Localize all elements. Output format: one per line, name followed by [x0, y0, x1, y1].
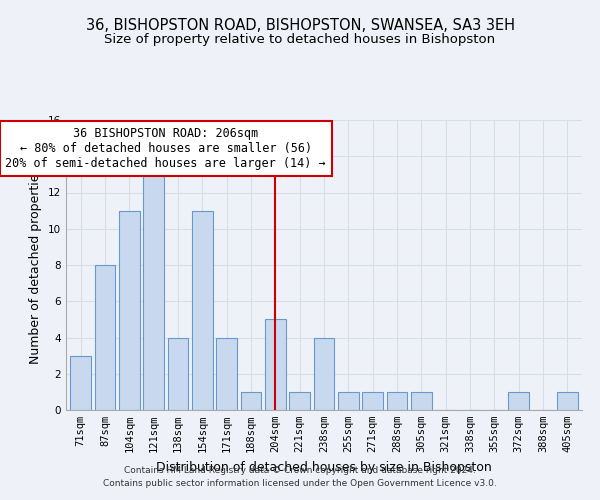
Bar	[411, 392, 432, 410]
Bar	[143, 174, 164, 410]
Bar	[167, 338, 188, 410]
Bar	[338, 392, 359, 410]
Bar	[95, 265, 115, 410]
Bar	[508, 392, 529, 410]
Bar	[241, 392, 262, 410]
Text: Size of property relative to detached houses in Bishopston: Size of property relative to detached ho…	[104, 34, 496, 46]
Bar	[289, 392, 310, 410]
Bar	[119, 210, 140, 410]
Bar	[362, 392, 383, 410]
Text: 36 BISHOPSTON ROAD: 206sqm
← 80% of detached houses are smaller (56)
20% of semi: 36 BISHOPSTON ROAD: 206sqm ← 80% of deta…	[5, 127, 326, 170]
Bar	[265, 320, 286, 410]
Text: Contains HM Land Registry data © Crown copyright and database right 2024.
Contai: Contains HM Land Registry data © Crown c…	[103, 466, 497, 487]
Bar	[192, 210, 212, 410]
Bar	[314, 338, 334, 410]
Bar	[557, 392, 578, 410]
Y-axis label: Number of detached properties: Number of detached properties	[29, 166, 43, 364]
X-axis label: Distribution of detached houses by size in Bishopston: Distribution of detached houses by size …	[156, 460, 492, 473]
Bar	[70, 356, 91, 410]
Bar	[216, 338, 237, 410]
Bar	[386, 392, 407, 410]
Text: 36, BISHOPSTON ROAD, BISHOPSTON, SWANSEA, SA3 3EH: 36, BISHOPSTON ROAD, BISHOPSTON, SWANSEA…	[86, 18, 515, 32]
